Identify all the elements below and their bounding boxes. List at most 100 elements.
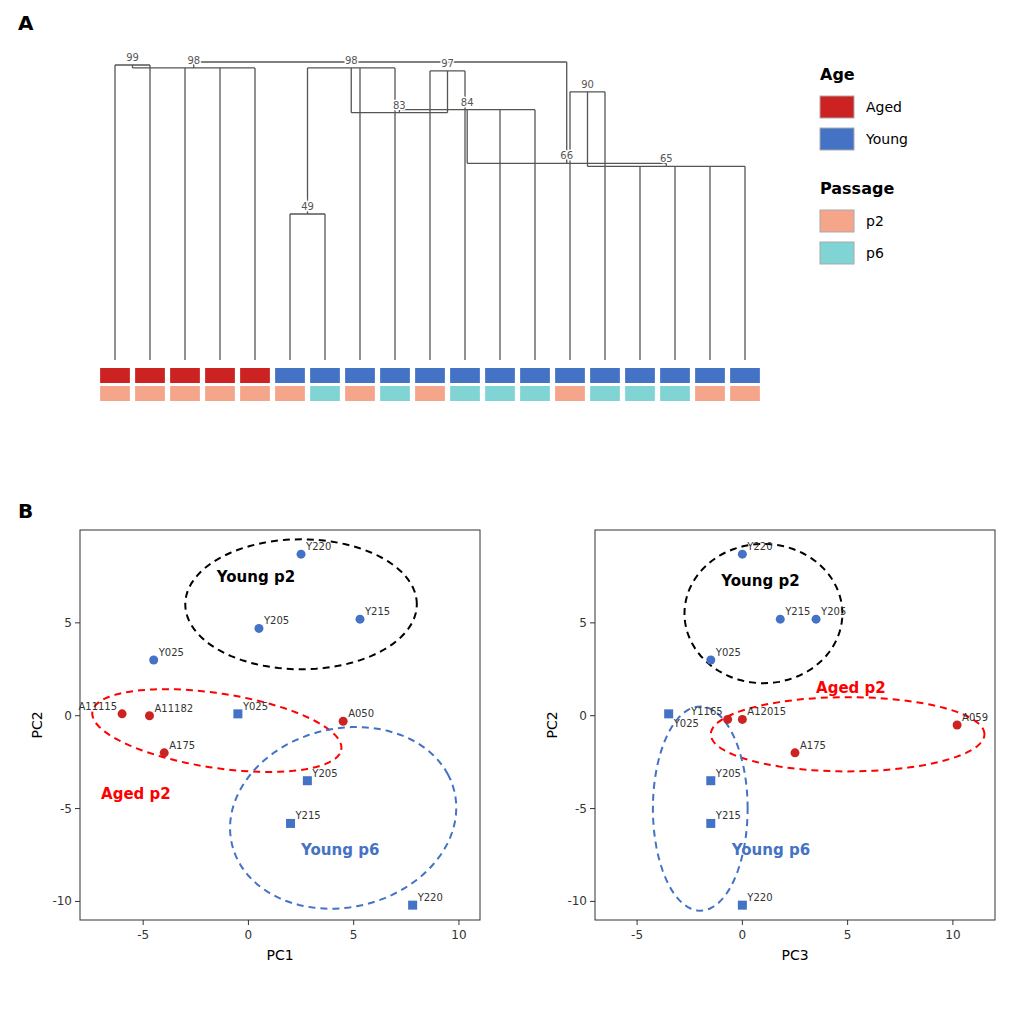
x-tick-label: 5 <box>844 928 852 942</box>
y-tick-label: -5 <box>60 802 72 816</box>
node-label: 99 <box>126 52 139 63</box>
y-tick-label: 5 <box>64 616 72 630</box>
x-tick <box>952 920 953 925</box>
point-label: A12015 <box>747 706 786 717</box>
branch <box>467 110 468 164</box>
branch <box>566 62 567 163</box>
point <box>812 615 821 624</box>
point-label: Y205 <box>263 615 289 626</box>
passage-bar <box>310 386 340 401</box>
passage-bar <box>275 386 305 401</box>
age-bar <box>555 368 585 383</box>
group-ellipse <box>684 544 842 683</box>
x-tick-label: 0 <box>739 928 747 942</box>
legend-swatch <box>820 128 854 150</box>
legend: AgeAgedYoungPassagep2p6 <box>820 65 908 264</box>
passage-bar <box>625 386 655 401</box>
y-tick-label: 0 <box>579 709 587 723</box>
point-label: Y215 <box>715 810 741 821</box>
node-label: 98 <box>345 55 358 66</box>
node-label: 49 <box>301 201 314 212</box>
y-tick <box>590 901 595 902</box>
group-label: Young p2 <box>216 568 295 586</box>
branch <box>639 166 640 360</box>
group-ellipse <box>653 706 748 910</box>
panel-label: A <box>18 11 34 35</box>
group-label: Young p2 <box>720 572 799 590</box>
point <box>356 615 365 624</box>
node-labels: 99984998978384906566 <box>126 52 672 212</box>
x-tick-label: 0 <box>245 928 253 942</box>
legend-entry: Aged <box>866 99 902 115</box>
age-bar <box>590 368 620 383</box>
point-label: A175 <box>169 740 195 751</box>
y-tick <box>75 622 80 623</box>
group-label: Aged p2 <box>101 785 171 803</box>
branch <box>534 110 535 360</box>
x-tick-label: 5 <box>350 928 358 942</box>
age-bar <box>205 368 235 383</box>
y-tick-label: -5 <box>575 802 587 816</box>
point-label: Y025 <box>242 701 268 712</box>
y-tick <box>590 715 595 716</box>
point <box>953 721 962 730</box>
scatter-plot: B-50510-10-505PC1PC2Young p2Aged p2Young… <box>18 499 480 963</box>
age-bar <box>660 368 690 383</box>
passage-bar <box>660 386 690 401</box>
x-tick-label: -5 <box>137 928 149 942</box>
x-tick <box>353 920 354 925</box>
age-bar <box>170 368 200 383</box>
legend-title: Age <box>820 65 855 84</box>
join <box>194 61 567 62</box>
branch <box>674 166 675 360</box>
point <box>791 748 800 757</box>
group-ellipse <box>92 689 341 772</box>
branch <box>114 65 115 360</box>
y-tick-label: 0 <box>64 709 72 723</box>
point <box>706 819 715 828</box>
point <box>254 624 263 633</box>
point <box>149 656 158 665</box>
point <box>297 550 306 559</box>
point <box>303 776 312 785</box>
point-label: Y220 <box>746 892 772 903</box>
point-label: Y205 <box>715 768 741 779</box>
passage-bar <box>730 386 760 401</box>
legend-swatch <box>820 242 854 264</box>
point <box>339 717 348 726</box>
point <box>408 901 417 910</box>
point-label: A175 <box>800 740 826 751</box>
plot-frame <box>80 530 480 920</box>
group-label: Young p6 <box>300 841 379 859</box>
figure: A99984998978384906566AgeAgedYoungPassage… <box>0 0 1019 1013</box>
passage-bar <box>590 386 620 401</box>
passage-bar <box>485 386 515 401</box>
x-tick <box>847 920 848 925</box>
branch <box>394 68 395 360</box>
age-bar <box>730 368 760 383</box>
node-label: 66 <box>560 150 573 161</box>
y-tick-label: 5 <box>579 616 587 630</box>
legend-entry: p6 <box>866 245 884 261</box>
annotations: Young p2Aged p2Young p6Y025Y205Y215Y220A… <box>78 541 442 903</box>
point-label: Y215 <box>295 810 321 821</box>
legend-title: Passage <box>820 179 894 198</box>
point <box>706 656 715 665</box>
x-tick <box>637 920 638 925</box>
point <box>233 709 242 718</box>
branch <box>307 68 308 214</box>
point <box>738 550 747 559</box>
dendrogram-lines <box>115 62 745 360</box>
y-tick <box>590 808 595 809</box>
age-bar <box>695 368 725 383</box>
annotation-bars <box>100 368 760 401</box>
branch <box>289 214 290 360</box>
point <box>160 748 169 757</box>
point <box>118 709 127 718</box>
branch <box>429 71 430 360</box>
x-axis-label: PC3 <box>781 947 808 963</box>
branch <box>351 68 352 113</box>
dendrogram: A99984998978384906566AgeAgedYoungPassage… <box>18 11 908 401</box>
plot-area <box>92 539 456 909</box>
age-bar <box>275 368 305 383</box>
